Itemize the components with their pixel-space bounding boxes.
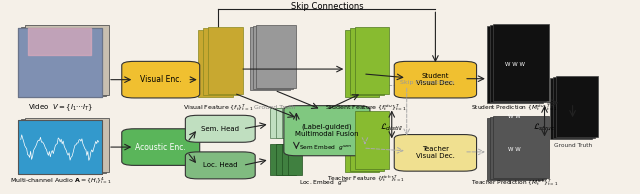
Text: Sem. Head: Sem. Head <box>201 126 239 132</box>
FancyBboxPatch shape <box>345 30 380 97</box>
Text: (Label-guided)
Multimodal Fusion: (Label-guided) Multimodal Fusion <box>295 124 358 138</box>
FancyBboxPatch shape <box>269 108 284 138</box>
FancyBboxPatch shape <box>288 144 302 175</box>
FancyBboxPatch shape <box>253 26 293 89</box>
Text: Loc. Embed  $g^{loc}$: Loc. Embed $g^{loc}$ <box>300 178 349 188</box>
FancyBboxPatch shape <box>556 76 598 137</box>
Text: Ground Truth: Ground Truth <box>254 105 295 110</box>
FancyBboxPatch shape <box>486 118 543 180</box>
Text: Video  $V = \{I_1 \cdots I_T\}$: Video $V = \{I_1 \cdots I_T\}$ <box>28 102 93 113</box>
FancyBboxPatch shape <box>25 118 109 172</box>
FancyBboxPatch shape <box>204 28 237 95</box>
Text: Visual Enc.: Visual Enc. <box>140 75 182 84</box>
Text: Ground Truth: Ground Truth <box>554 143 591 148</box>
Text: $\mathcal{L}_{struc}$: $\mathcal{L}_{struc}$ <box>533 121 556 133</box>
FancyBboxPatch shape <box>276 108 289 138</box>
FancyBboxPatch shape <box>282 144 296 175</box>
FancyBboxPatch shape <box>355 111 389 169</box>
FancyBboxPatch shape <box>209 27 243 94</box>
Text: Skip Connections: Skip Connections <box>400 80 454 85</box>
FancyBboxPatch shape <box>394 61 477 98</box>
FancyBboxPatch shape <box>18 28 102 97</box>
Text: Student Feature $\{f_t^{stu}\}_{t=1}^T$: Student Feature $\{f_t^{stu}\}_{t=1}^T$ <box>325 102 407 113</box>
FancyBboxPatch shape <box>284 106 370 156</box>
FancyBboxPatch shape <box>493 116 549 178</box>
FancyBboxPatch shape <box>394 135 477 171</box>
FancyBboxPatch shape <box>490 25 546 102</box>
Text: Loc. Head: Loc. Head <box>203 162 237 168</box>
Text: W W: W W <box>508 114 521 119</box>
Text: Teacher Prediction $\{M_t^{tch}\}_{t=1}^T$: Teacher Prediction $\{M_t^{tch}\}_{t=1}^… <box>471 177 558 188</box>
FancyBboxPatch shape <box>186 152 255 179</box>
FancyBboxPatch shape <box>552 77 595 138</box>
FancyBboxPatch shape <box>198 30 233 97</box>
FancyBboxPatch shape <box>186 115 255 142</box>
FancyBboxPatch shape <box>18 120 102 174</box>
FancyBboxPatch shape <box>122 129 200 165</box>
FancyBboxPatch shape <box>269 144 284 175</box>
Text: Student
Visual Dec.: Student Visual Dec. <box>416 73 455 86</box>
Text: W W: W W <box>508 146 521 152</box>
FancyBboxPatch shape <box>25 25 109 95</box>
FancyBboxPatch shape <box>486 26 543 103</box>
Text: Acoustic Enc.: Acoustic Enc. <box>135 143 186 152</box>
Text: Sem Embed  $g^{sem}$: Sem Embed $g^{sem}$ <box>300 143 353 153</box>
Text: Teacher Feature $\{f_t^{tch}\}_{t=1}^T$: Teacher Feature $\{f_t^{tch}\}_{t=1}^T$ <box>328 173 405 184</box>
FancyBboxPatch shape <box>490 117 546 179</box>
FancyBboxPatch shape <box>18 120 102 174</box>
FancyBboxPatch shape <box>345 114 380 172</box>
Text: Visual Feature $\{f_t\}_{t=1}^T$: Visual Feature $\{f_t\}_{t=1}^T$ <box>183 102 253 113</box>
Text: Multi-channel Audio $\mathbf{A} = \{H_i\}_{i=1}^4$: Multi-channel Audio $\mathbf{A} = \{H_i\… <box>10 175 111 186</box>
FancyBboxPatch shape <box>18 28 102 97</box>
FancyBboxPatch shape <box>493 24 549 101</box>
Text: W W W: W W W <box>504 62 525 67</box>
FancyBboxPatch shape <box>256 25 296 88</box>
FancyBboxPatch shape <box>276 144 289 175</box>
FancyBboxPatch shape <box>122 61 200 98</box>
FancyBboxPatch shape <box>550 78 592 139</box>
FancyBboxPatch shape <box>21 27 106 96</box>
FancyBboxPatch shape <box>250 27 290 90</box>
FancyBboxPatch shape <box>355 27 389 94</box>
Text: Student Prediction $\{M_t^{stu}\}_{t=1}^T$: Student Prediction $\{M_t^{stu}\}_{t=1}^… <box>471 102 558 113</box>
FancyBboxPatch shape <box>282 108 296 138</box>
FancyBboxPatch shape <box>21 119 106 173</box>
FancyBboxPatch shape <box>350 113 384 171</box>
FancyBboxPatch shape <box>288 108 302 138</box>
Text: Teacher
Visual Dec.: Teacher Visual Dec. <box>416 146 455 159</box>
FancyBboxPatch shape <box>350 28 384 95</box>
Text: $\mathcal{L}_{distill}$: $\mathcal{L}_{distill}$ <box>380 121 403 133</box>
Text: Skip Connections: Skip Connections <box>291 2 364 11</box>
